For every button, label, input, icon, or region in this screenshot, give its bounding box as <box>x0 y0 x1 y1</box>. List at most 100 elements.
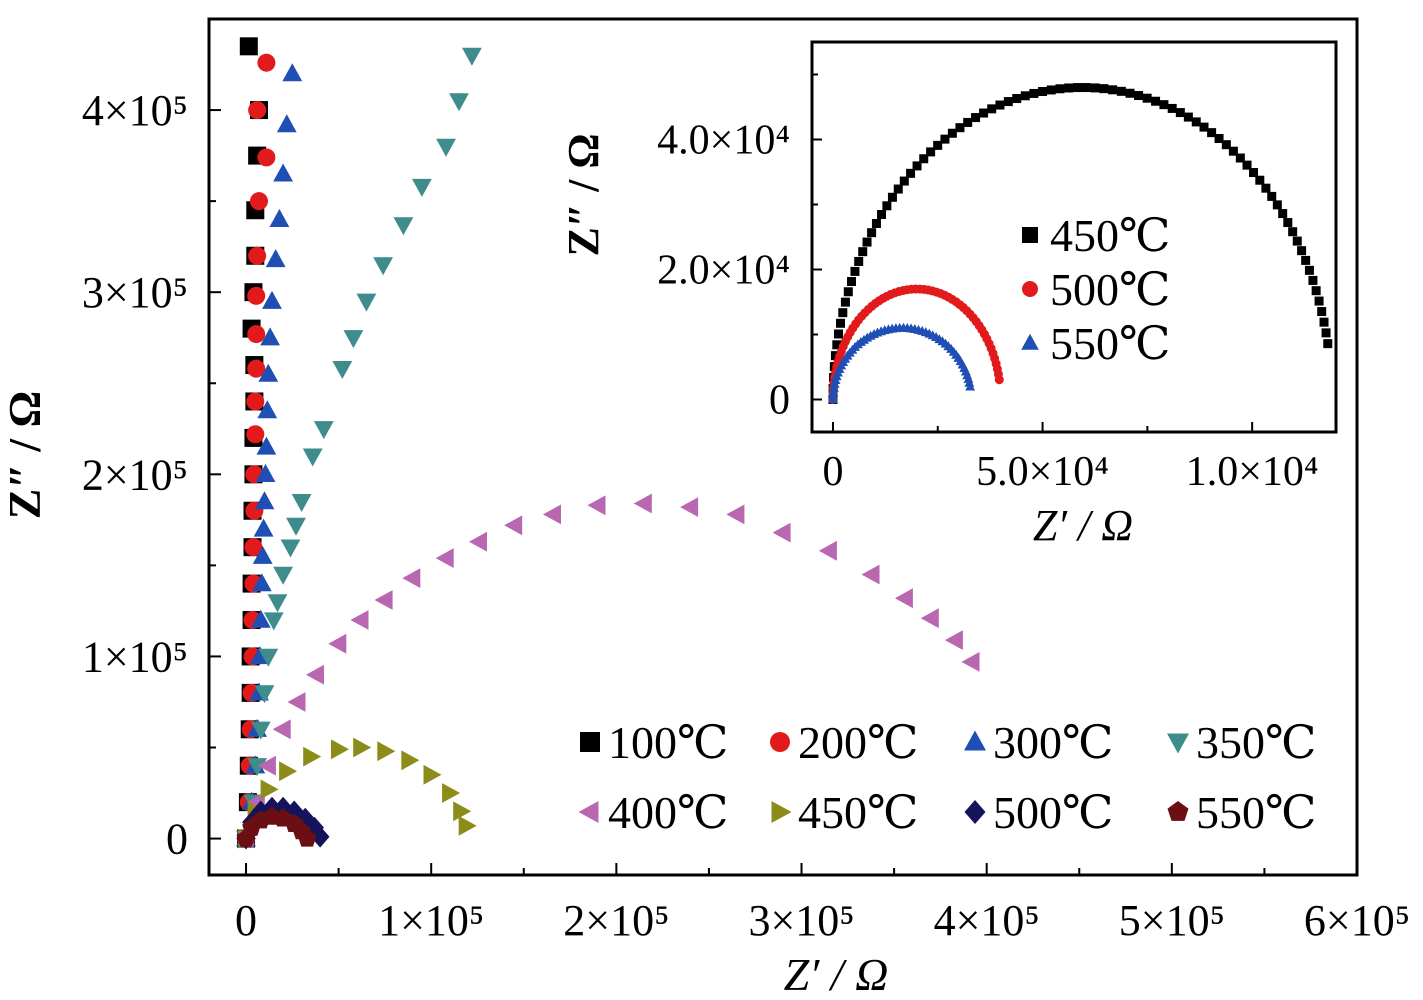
inset-data-point-450 <box>1055 84 1065 94</box>
legend-label-500: 500℃ <box>993 787 1113 838</box>
inset-data-point-450 <box>1214 134 1224 144</box>
data-point-400 <box>257 755 276 776</box>
main-x-tick-label: 0 <box>235 896 257 945</box>
inset-data-point-450 <box>1321 328 1331 338</box>
inset-data-point-450 <box>1319 317 1329 327</box>
data-point-350 <box>356 293 377 312</box>
data-point-300 <box>252 545 273 564</box>
main-y-axis-title: Z″ / Ω <box>0 391 50 520</box>
data-point-300 <box>269 209 290 227</box>
legend-marker-550 <box>1167 801 1189 821</box>
data-point-200 <box>246 392 265 411</box>
inset-data-point-450 <box>1012 93 1022 103</box>
data-point-450 <box>377 741 396 762</box>
legend-item-450: 450℃ <box>771 787 918 838</box>
data-point-400 <box>920 608 939 629</box>
inset-data-point-450 <box>940 134 950 144</box>
main-x-tick-label: 6×10⁵ <box>1304 896 1410 945</box>
data-point-350 <box>254 685 275 704</box>
inset-legend-marker-550 <box>1021 333 1039 350</box>
data-point-200 <box>244 538 263 557</box>
inset-data-point-450 <box>1116 86 1126 96</box>
inset-data-point-450 <box>947 128 957 138</box>
data-point-300 <box>282 63 303 82</box>
data-point-450 <box>442 783 461 803</box>
inset-legend-marker-500 <box>1022 281 1038 297</box>
inset-data-point-450 <box>1134 91 1144 101</box>
main-x-tick-label: 2×10⁵ <box>563 896 669 945</box>
inset-x-tick-label: 1.0×10⁴ <box>1186 449 1319 495</box>
data-point-200 <box>249 192 268 211</box>
legend-item-550: 550℃ <box>1167 787 1316 838</box>
data-point-300 <box>260 327 280 346</box>
main-x-tick-label: 5×10⁵ <box>1119 896 1225 945</box>
inset-data-point-500 <box>994 375 1004 385</box>
inset-data-point-450 <box>854 256 864 266</box>
data-point-400 <box>504 515 523 536</box>
data-point-350 <box>393 217 414 236</box>
inset-data-point-450 <box>850 266 860 276</box>
data-point-300 <box>273 163 293 182</box>
inset-data-point-450 <box>1199 122 1209 132</box>
inset-data-point-450 <box>1064 83 1074 93</box>
inset-data-point-450 <box>862 237 872 247</box>
data-point-300 <box>258 363 279 382</box>
inset-series-500 <box>828 284 1004 404</box>
data-point-400 <box>818 540 837 561</box>
inset-data-point-450 <box>933 140 943 150</box>
main-y-tick-label: 0 <box>166 815 188 864</box>
inset-data-point-450 <box>1283 218 1293 228</box>
inset-x-tick-label: 5.0×10⁴ <box>976 449 1109 495</box>
legend-marker-300 <box>964 730 986 751</box>
data-point-350 <box>273 566 293 585</box>
data-point-400 <box>961 652 980 672</box>
inset-data-point-450 <box>1261 183 1271 193</box>
inset-data-point-450 <box>987 104 997 114</box>
data-point-400 <box>435 548 454 568</box>
inset-data-point-450 <box>1020 91 1030 101</box>
data-point-450 <box>279 761 298 782</box>
data-point-400 <box>306 664 324 685</box>
data-point-350 <box>373 257 393 276</box>
inset-data-point-450 <box>963 117 973 127</box>
legend-label-400: 400℃ <box>608 787 728 838</box>
data-point-450 <box>423 764 442 785</box>
data-point-350 <box>263 612 284 631</box>
inset-data-point-450 <box>882 201 892 211</box>
inset-series-550 <box>828 322 976 404</box>
inset-data-point-450 <box>1314 296 1324 306</box>
inset-data-point-450 <box>1142 93 1152 103</box>
data-point-350 <box>302 448 323 467</box>
series-550 <box>236 806 317 847</box>
legend-label-350: 350℃ <box>1196 717 1316 768</box>
legend-marker-450 <box>771 801 792 823</box>
inset-data-point-450 <box>1207 128 1217 138</box>
legend-marker-500 <box>964 800 986 824</box>
data-point-400 <box>469 531 487 552</box>
inset-data-point-450 <box>1272 200 1282 210</box>
inset-data-point-450 <box>1255 175 1265 185</box>
inset-data-point-450 <box>1046 85 1056 95</box>
data-point-300 <box>251 573 272 592</box>
inset-data-point-450 <box>1228 146 1238 156</box>
data-point-400 <box>328 633 347 654</box>
inset-data-point-450 <box>1081 83 1091 93</box>
main-x-tick-label: 1×10⁵ <box>378 896 484 945</box>
data-point-400 <box>350 610 369 630</box>
inset-legend-label-550: 550℃ <box>1050 318 1170 369</box>
legend-label-200: 200℃ <box>798 717 918 768</box>
inset-y-tick-label: 2.0×10⁴ <box>657 248 790 294</box>
data-point-300 <box>255 464 276 482</box>
inset-y-tick-label: 0 <box>769 378 790 424</box>
inset-data-point-450 <box>1125 88 1135 98</box>
inset-data-point-450 <box>906 168 916 178</box>
inset-data-point-450 <box>871 218 881 228</box>
data-point-400 <box>894 588 913 609</box>
data-point-400 <box>861 564 880 585</box>
data-point-200 <box>248 101 267 120</box>
data-point-300 <box>256 436 277 455</box>
main-x-tick-label: 4×10⁵ <box>934 896 1040 945</box>
inset-data-point-450 <box>867 228 877 238</box>
data-point-400 <box>402 568 421 588</box>
